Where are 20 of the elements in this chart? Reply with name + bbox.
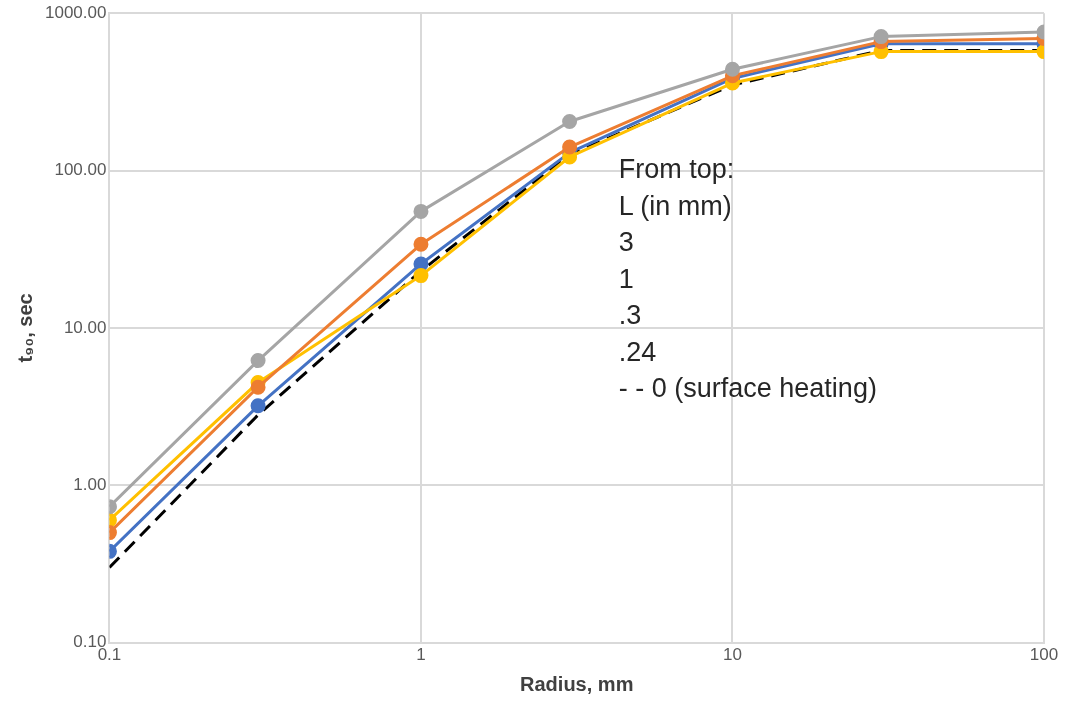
x-axis-title: Radius, mm xyxy=(520,672,634,695)
y-tick-label: 100.00 xyxy=(54,160,107,180)
x-tick-label: 1 xyxy=(416,645,426,665)
y-tick-label: 1.00 xyxy=(73,474,107,494)
annotation: .24 xyxy=(618,336,657,367)
annotation: 1 xyxy=(618,263,634,294)
annotation: .3 xyxy=(618,300,642,331)
point xyxy=(413,236,429,252)
y-tick-label: 1000.00 xyxy=(45,2,107,22)
point xyxy=(413,203,429,219)
x-tick-label: 10 xyxy=(723,645,742,665)
annotation: L (in mm) xyxy=(618,190,732,221)
y-tick-label: 10.00 xyxy=(63,317,107,337)
annotation: - - 0 (surface heating) xyxy=(618,373,877,404)
y-axis-title: t₉₀, sec xyxy=(13,293,36,363)
annotation: From top: xyxy=(618,154,735,185)
point xyxy=(413,268,429,284)
x-tick-label: 100 xyxy=(1029,645,1059,665)
point xyxy=(724,61,740,77)
annotation: 3 xyxy=(618,227,634,258)
